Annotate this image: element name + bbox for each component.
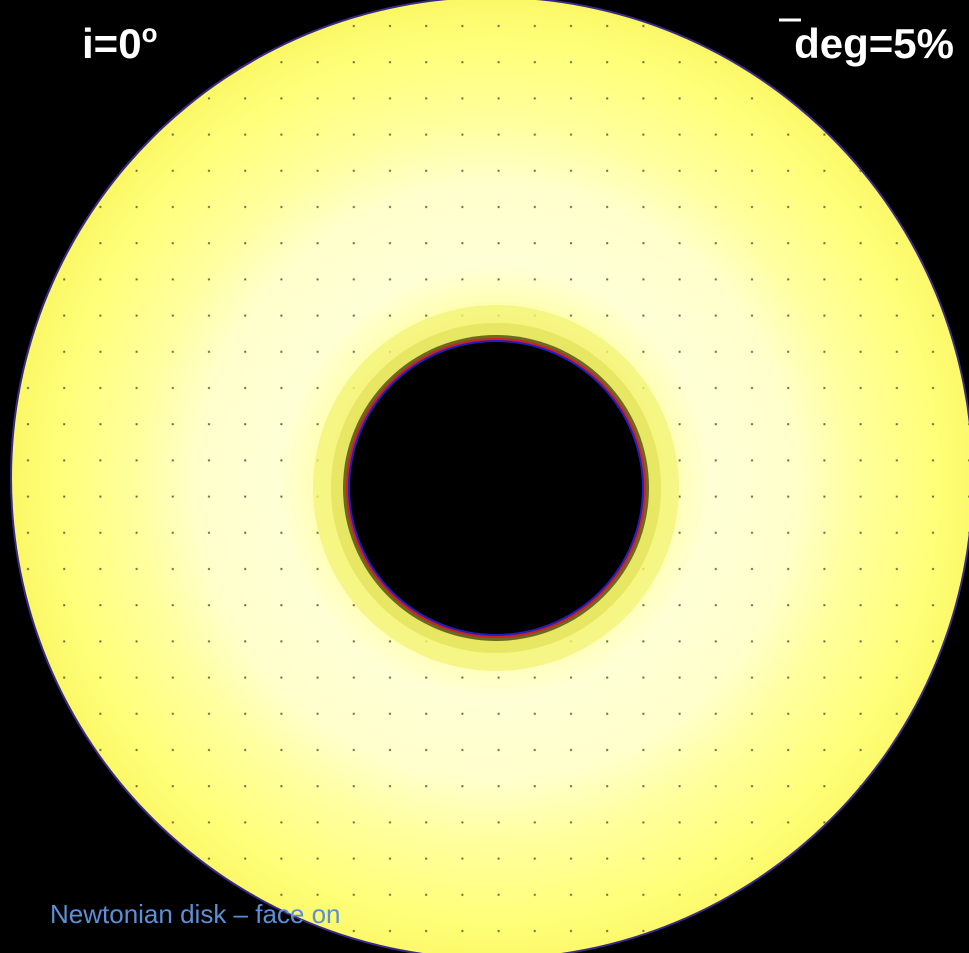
inclination-superscript: o	[142, 18, 158, 48]
degree-label: deg=5%	[794, 20, 954, 67]
caption: Newtonian disk – face on	[50, 899, 341, 929]
disk-image: i=0o deg=5% Newtonian disk – face on	[0, 0, 969, 953]
page: i=0o deg=5% Newtonian disk – face on (()…	[0, 0, 969, 953]
inner-hole	[350, 342, 642, 634]
inclination-text: i=0	[82, 20, 142, 67]
